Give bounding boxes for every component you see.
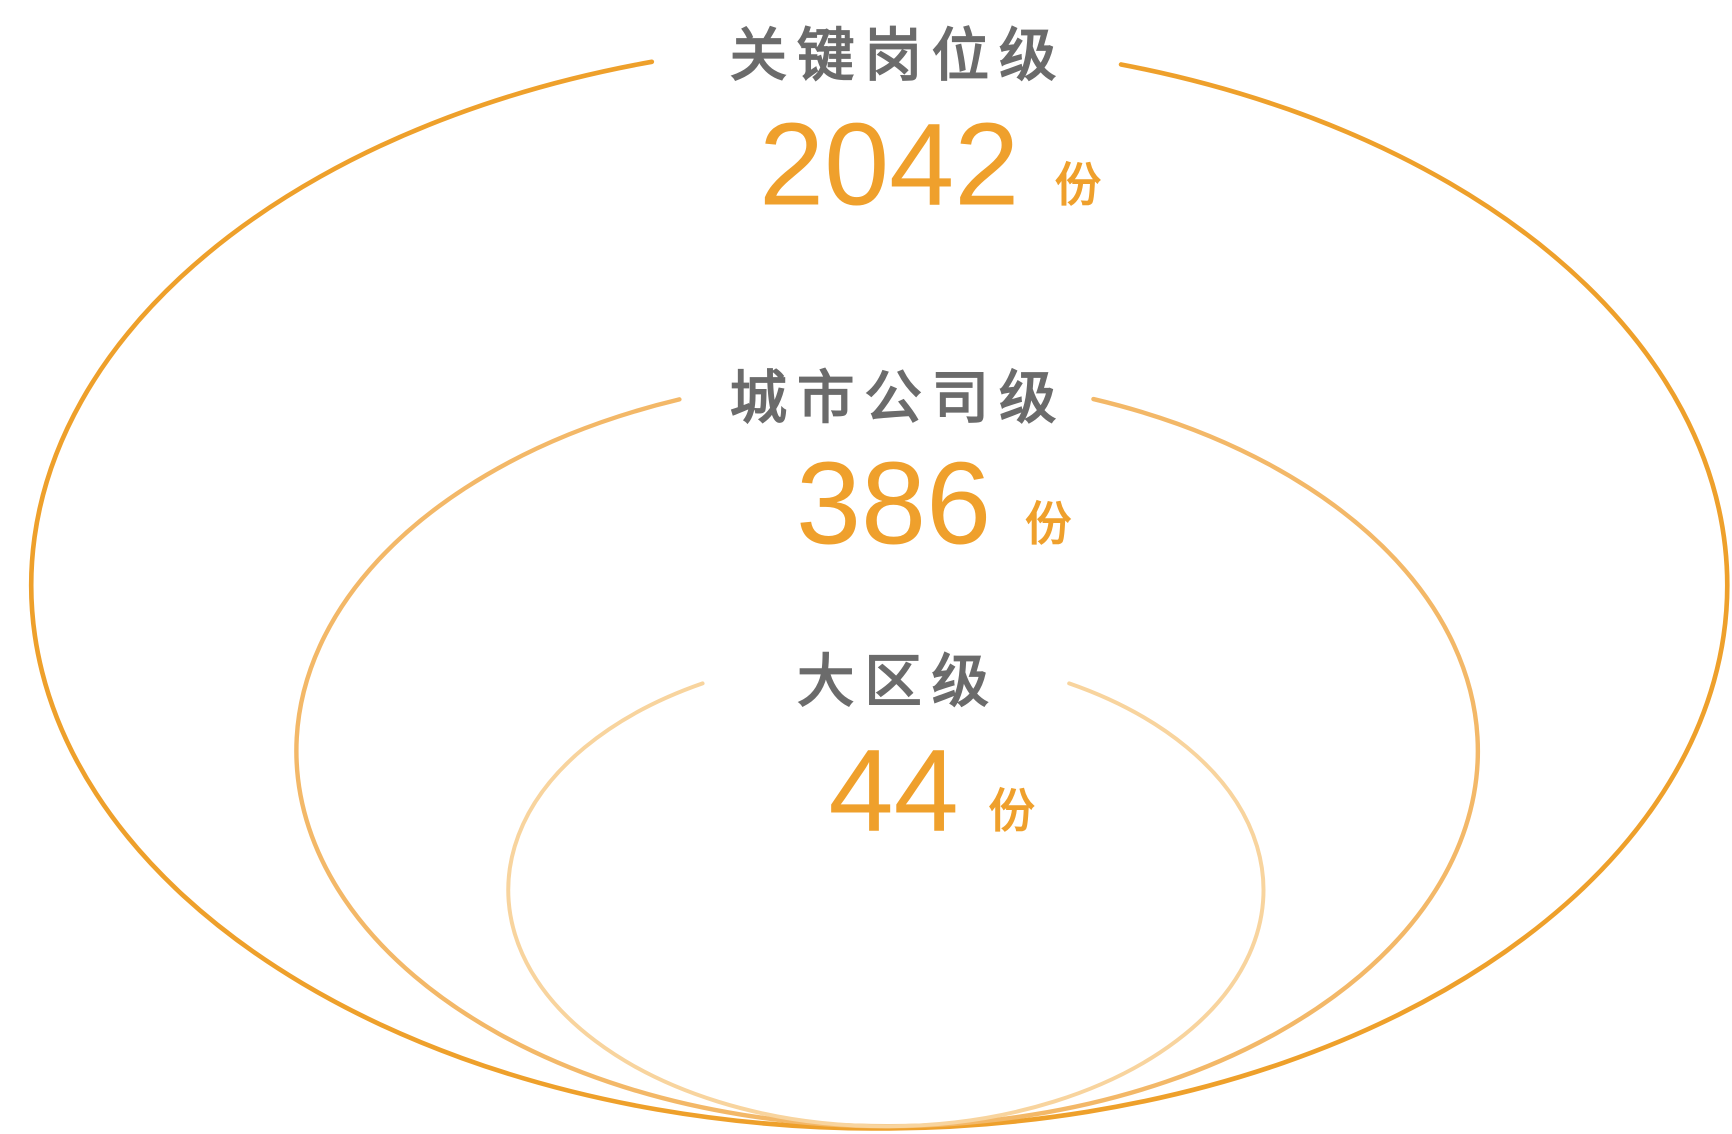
outer-ring	[28, 59, 1730, 1131]
level-count: 2042	[759, 98, 1019, 229]
level-unit: 份	[1055, 158, 1102, 212]
level-label: 城市公司级	[730, 364, 1067, 431]
level-unit: 份	[989, 784, 1036, 838]
level-count: 386	[796, 437, 991, 568]
level-label: 关键岗位级	[730, 22, 1067, 89]
inner-ring	[506, 681, 1266, 1129]
level-unit: 份	[1025, 497, 1072, 551]
level-key-position: 关键岗位级 2042 份	[730, 22, 1102, 229]
level-region: 大区级 44 份	[797, 648, 1036, 855]
level-count: 44	[829, 724, 959, 855]
level-label: 大区级	[797, 648, 999, 715]
level-city-company: 城市公司级 386 份	[730, 364, 1072, 568]
